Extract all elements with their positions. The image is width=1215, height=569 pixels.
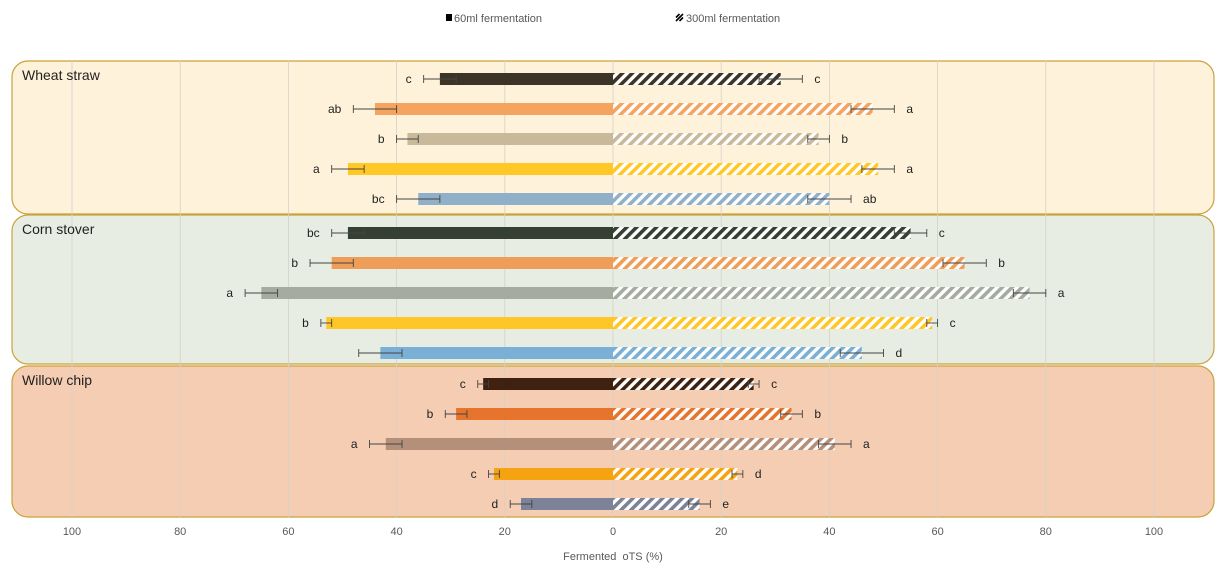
- bar-60ml: [483, 378, 613, 390]
- sig-label-300ml: a: [863, 437, 870, 451]
- sig-label-300ml: b: [998, 256, 1005, 270]
- x-axis: 100 80 60 40 20 0 20 40 60 80 100: [63, 526, 1163, 538]
- bar-60ml: [261, 287, 613, 299]
- sig-label-60ml: ab: [328, 102, 342, 116]
- sig-label-60ml: b: [302, 316, 309, 330]
- bars-layer: [244, 73, 1047, 510]
- bar-300ml: [613, 287, 1030, 299]
- sig-label-60ml: b: [427, 407, 434, 421]
- legend-solid-marker: [446, 14, 452, 21]
- legend-label-300ml: 300ml fermentation: [686, 13, 780, 25]
- legend-label-60ml: 60ml fermentation: [454, 13, 542, 25]
- sig-label-300ml: d: [896, 346, 903, 360]
- sig-label-60ml: bc: [307, 226, 320, 240]
- sig-label-300ml: ab: [863, 192, 877, 206]
- bar-60ml: [407, 133, 613, 145]
- bar-60ml: [380, 347, 613, 359]
- sig-label-300ml: a: [906, 162, 913, 176]
- x-tick-label: 60: [282, 526, 294, 538]
- sig-label-300ml: b: [841, 132, 848, 146]
- sig-label-300ml: b: [814, 407, 821, 421]
- sig-label-60ml: a: [313, 162, 320, 176]
- sig-label-60ml: c: [406, 72, 412, 86]
- bar-300ml: [613, 378, 754, 390]
- group-title: Corn stover: [22, 221, 95, 237]
- bar-300ml: [613, 257, 965, 269]
- bar-60ml: [418, 193, 613, 205]
- sig-label-300ml: c: [950, 316, 956, 330]
- bar-60ml: [385, 438, 613, 450]
- x-tick-label: 0: [610, 526, 616, 538]
- bar-300ml: [613, 498, 700, 510]
- sig-label-60ml: c: [471, 467, 477, 481]
- x-tick-label: 100: [63, 526, 81, 538]
- group-title: Willow chip: [22, 372, 92, 388]
- bar-300ml: [613, 438, 835, 450]
- bar-300ml: [613, 73, 781, 85]
- bar-60ml: [521, 498, 613, 510]
- bar-300ml: [613, 468, 738, 480]
- sig-label-60ml: bc: [372, 192, 385, 206]
- sig-label-300ml: a: [906, 102, 913, 116]
- bar-60ml: [326, 317, 613, 329]
- sig-label-300ml: e: [722, 497, 729, 511]
- bar-300ml: [613, 317, 933, 329]
- sig-label-300ml: c: [939, 226, 945, 240]
- x-tick-label: 100: [1145, 526, 1163, 538]
- sig-label-300ml: d: [755, 467, 762, 481]
- sig-label-60ml: a: [351, 437, 358, 451]
- legend: 60ml fermentation 300ml fermentation: [446, 13, 780, 25]
- sig-label-300ml: a: [1058, 286, 1065, 300]
- bar-300ml: [613, 227, 911, 239]
- bar-60ml: [493, 468, 613, 480]
- x-tick-label: 20: [715, 526, 727, 538]
- sig-label-300ml: c: [814, 72, 820, 86]
- bar-60ml: [374, 103, 613, 115]
- sig-label-60ml: b: [378, 132, 385, 146]
- bar-300ml: [613, 347, 862, 359]
- x-tick-label: 80: [174, 526, 186, 538]
- bar-300ml: [613, 103, 873, 115]
- bar-300ml: [613, 163, 879, 175]
- bar-300ml: [613, 193, 830, 205]
- bar-60ml: [347, 227, 613, 239]
- sig-label-300ml: c: [771, 377, 777, 391]
- sig-label-60ml: a: [226, 286, 233, 300]
- x-tick-label: 40: [823, 526, 835, 538]
- x-axis-label: Fermented oTS (%): [563, 551, 663, 563]
- x-tick-label: 40: [390, 526, 402, 538]
- bar-300ml: [613, 133, 819, 145]
- sig-label-60ml: d: [492, 497, 499, 511]
- x-tick-label: 80: [1040, 526, 1052, 538]
- bar-60ml: [347, 163, 613, 175]
- group-title: Wheat straw: [22, 67, 101, 83]
- x-tick-label: 20: [499, 526, 511, 538]
- bar-60ml: [439, 73, 613, 85]
- bar-60ml: [456, 408, 613, 420]
- x-tick-label: 60: [931, 526, 943, 538]
- sig-label-60ml: b: [291, 256, 298, 270]
- bar-300ml: [613, 408, 792, 420]
- legend-hatched-marker: [675, 13, 684, 22]
- sig-label-60ml: c: [460, 377, 466, 391]
- bar-60ml: [331, 257, 613, 269]
